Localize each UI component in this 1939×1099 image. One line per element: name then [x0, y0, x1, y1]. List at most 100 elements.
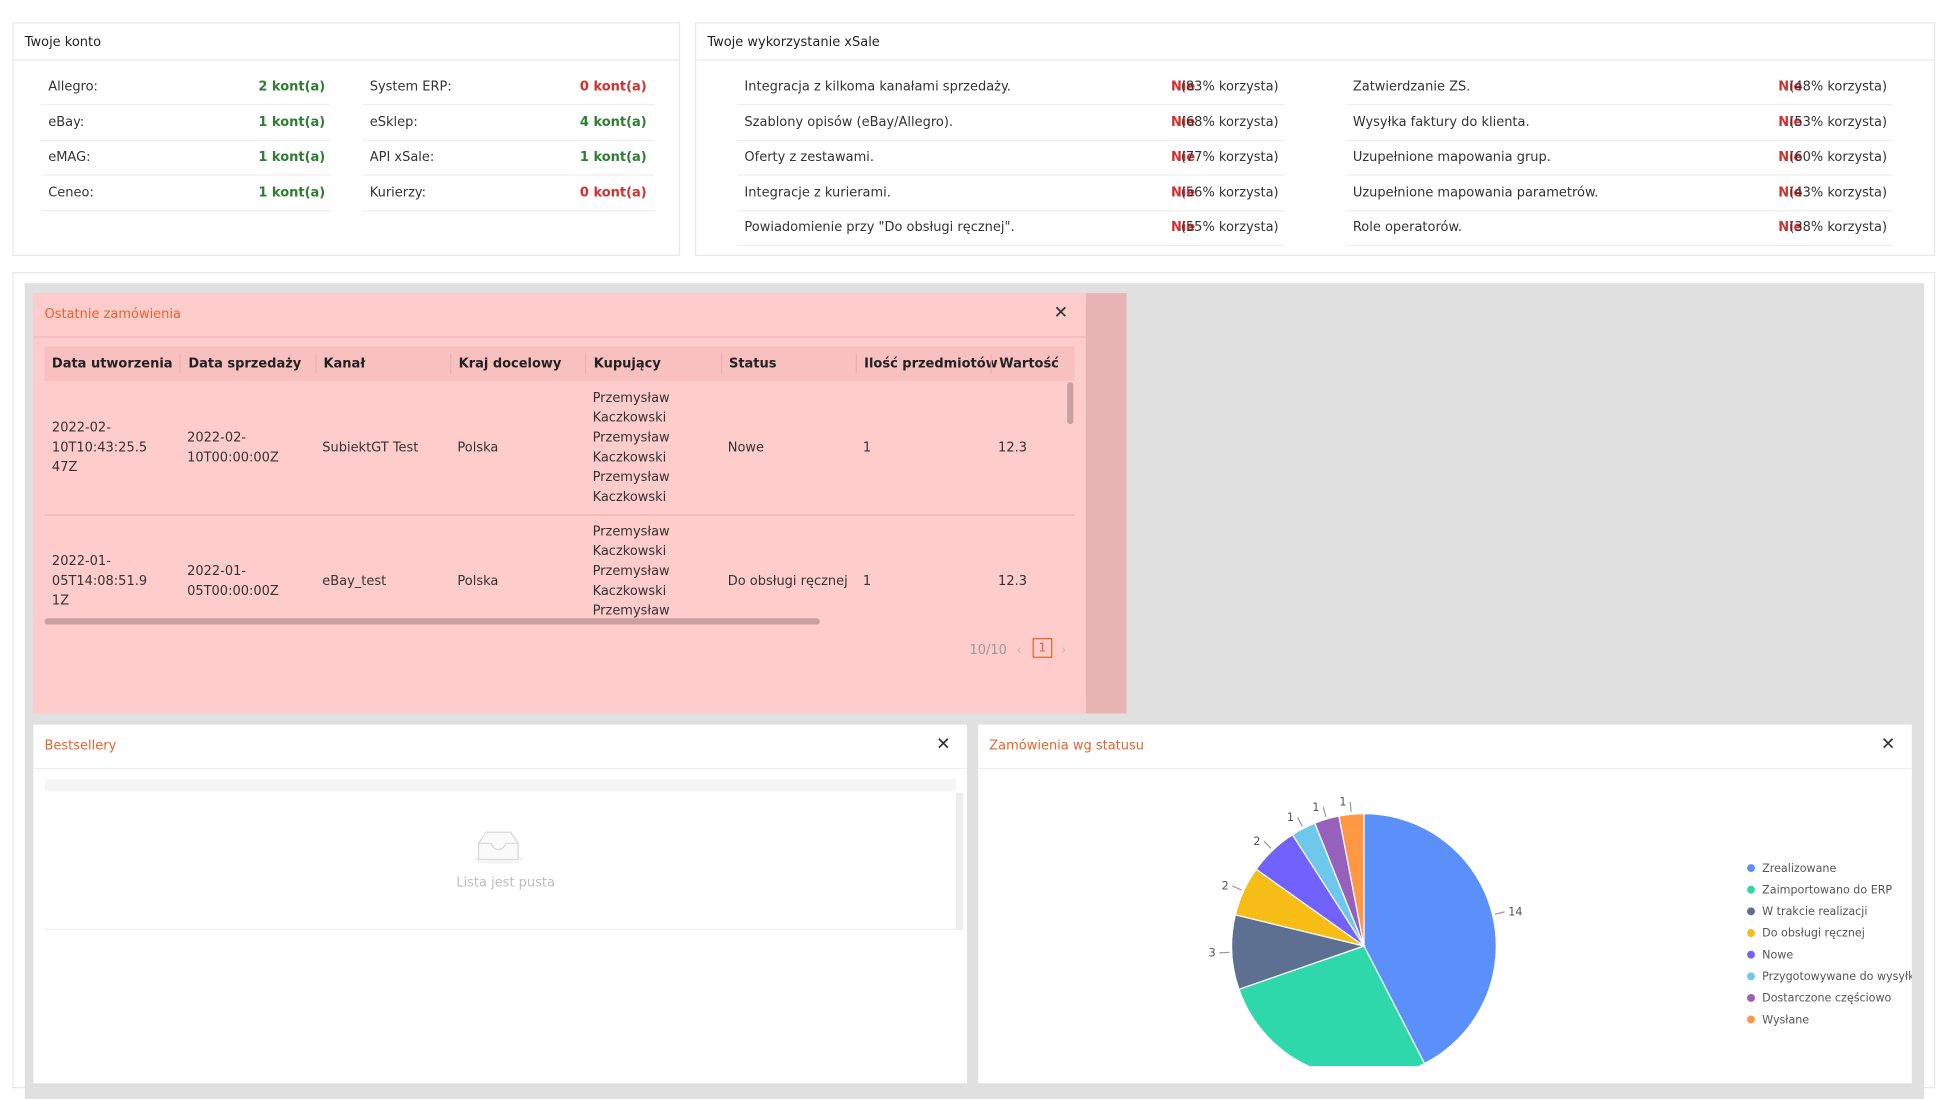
widget-title: Ostatnie zamówienia — [45, 305, 181, 322]
feature-label: Uzupełnione mapowania parametrów. — [1353, 184, 1599, 201]
feature-share: (77% korzysta) — [1181, 148, 1279, 165]
account-label: eMAG: — [48, 148, 90, 165]
table-cell: 2022-02-10T00:00:00Z — [180, 381, 294, 515]
data-label: 3 — [1209, 947, 1216, 960]
row-divider — [41, 104, 330, 105]
empty-text: Lista jest pusta — [456, 874, 555, 891]
row-divider — [1345, 245, 1892, 246]
row-divider — [362, 139, 654, 140]
row-divider — [737, 139, 1284, 140]
legend-marker — [1747, 907, 1755, 915]
data-label: 1 — [1287, 811, 1294, 824]
feature-share: (43% korzysta) — [1789, 184, 1887, 201]
account-value: 2 kont(a) — [258, 78, 325, 95]
usage-card: Twoje wykorzystanie xSale Integracja z k… — [695, 22, 1935, 256]
label-line — [1495, 912, 1505, 914]
row-divider — [737, 174, 1284, 175]
legend-label: Do obsługi ręcznej — [1762, 927, 1865, 940]
row-divider — [737, 210, 1284, 211]
widget-header — [33, 725, 967, 770]
bestsellers-widget: Bestsellery ✕ Lista jest pusta — [33, 725, 967, 1084]
label-line — [1264, 841, 1271, 848]
row-divider — [1345, 104, 1892, 105]
feature-label: Integracje z kurierami. — [744, 184, 890, 201]
account-value: 1 kont(a) — [580, 148, 647, 165]
account-label: eSklep: — [370, 113, 418, 130]
close-button[interactable]: ✕ — [1054, 303, 1069, 323]
table-cell: Do obsługi ręcznej — [720, 514, 855, 618]
legend-label: Wysłane — [1762, 1013, 1809, 1026]
feature-label: Role operatorów. — [1353, 219, 1462, 236]
data-label: 1 — [1312, 801, 1319, 814]
dashboard: Twoje konto Allegro:2 kont(a)eBay:1 kont… — [0, 0, 1939, 1066]
page: Twoje konto Allegro:2 kont(a)eBay:1 kont… — [0, 0, 1939, 1066]
feature-share: (83% korzysta) — [1181, 78, 1279, 95]
data-label: 2 — [1222, 880, 1229, 893]
next-page[interactable]: › — [1061, 642, 1066, 659]
column-header: Data utworzenia — [45, 354, 180, 374]
account-value: 4 kont(a) — [580, 113, 647, 130]
table-cell: SubiektGT Test — [315, 381, 450, 515]
column-header: Kraj docelowy — [450, 354, 585, 374]
status-widget: Zamówienia wg statusu ✕ 149322111Zrealiz… — [978, 725, 1912, 1084]
list-header — [45, 779, 956, 791]
column-header: Wartość — [991, 354, 1075, 374]
row-divider — [1345, 139, 1892, 140]
legend-label: Dostarczone częściowo — [1762, 992, 1891, 1005]
pie-chart: 149322111ZrealizowaneZaimportowano do ER… — [978, 725, 1912, 1066]
feature-share: (68% korzysta) — [1181, 113, 1279, 130]
table-cell: 2022-01-05T14:08:51.91Z — [45, 514, 159, 618]
table-cell: Przemysław Kaczkowski Przemysław Kaczkow… — [585, 381, 720, 515]
feature-label: Powiadomienie przy "Do obsługi ręcznej". — [744, 219, 1014, 236]
account-value: 0 kont(a) — [580, 184, 647, 201]
feature-label: Oferty z zestawami. — [744, 148, 874, 165]
row-divider — [41, 210, 330, 211]
legend-marker — [1747, 886, 1755, 894]
feature-label: Wysyłka faktury do klienta. — [1353, 113, 1530, 130]
scrollbar — [1067, 382, 1073, 424]
row-divider — [737, 245, 1284, 246]
legend-label: Przygotowywane do wysyłki — [1762, 970, 1912, 983]
table-cell: Polska — [450, 514, 585, 618]
feature-label: Uzupełnione mapowania grup. — [1353, 148, 1551, 165]
data-label: 1 — [1339, 796, 1346, 809]
data-label: 2 — [1253, 835, 1260, 848]
usage-list: Integracja z kilkoma kanałami sprzedaży.… — [696, 23, 1936, 257]
feature-share: (56% korzysta) — [1181, 184, 1279, 201]
legend-marker — [1747, 972, 1755, 980]
row-divider — [41, 139, 330, 140]
feature-share: (48% korzysta) — [1789, 78, 1887, 95]
column-header: Status — [720, 354, 855, 374]
row-divider — [41, 174, 330, 175]
label-line — [1350, 802, 1351, 812]
row-divider — [362, 104, 654, 105]
column-header: Kupujący — [585, 354, 720, 374]
account-label: System ERP: — [370, 78, 452, 95]
row-divider — [737, 104, 1284, 105]
scrollbar — [45, 618, 820, 624]
row-divider — [362, 174, 654, 175]
account-label: API xSale: — [370, 148, 435, 165]
feature-share: (38% korzysta) — [1789, 219, 1887, 236]
label-line — [1232, 886, 1241, 890]
feature-share: (53% korzysta) — [1789, 113, 1887, 130]
legend-label: Zrealizowane — [1762, 862, 1836, 875]
row-divider — [1345, 210, 1892, 211]
account-value: 1 kont(a) — [258, 148, 325, 165]
table-cell: Nowe — [720, 381, 855, 515]
close-button[interactable]: ✕ — [936, 735, 951, 755]
feature-label: Zatwierdzanie ZS. — [1353, 78, 1471, 95]
account-value: 1 kont(a) — [258, 184, 325, 201]
prev-page[interactable]: ‹ — [1016, 642, 1021, 659]
table-cell: Przemysław Kaczkowski Przemysław Kaczkow… — [585, 514, 720, 618]
table-cell: 12.3 — [991, 381, 1075, 515]
row-divider — [362, 210, 654, 211]
page-button[interactable]: 1 — [1033, 638, 1053, 658]
legend-label: W trakcie realizacji — [1762, 905, 1867, 918]
legend-marker — [1747, 994, 1755, 1002]
label-line — [1298, 817, 1303, 826]
column-header: Data sprzedaży — [180, 354, 315, 374]
table-cell: 2022-02-10T10:43:25.547Z — [45, 381, 159, 515]
